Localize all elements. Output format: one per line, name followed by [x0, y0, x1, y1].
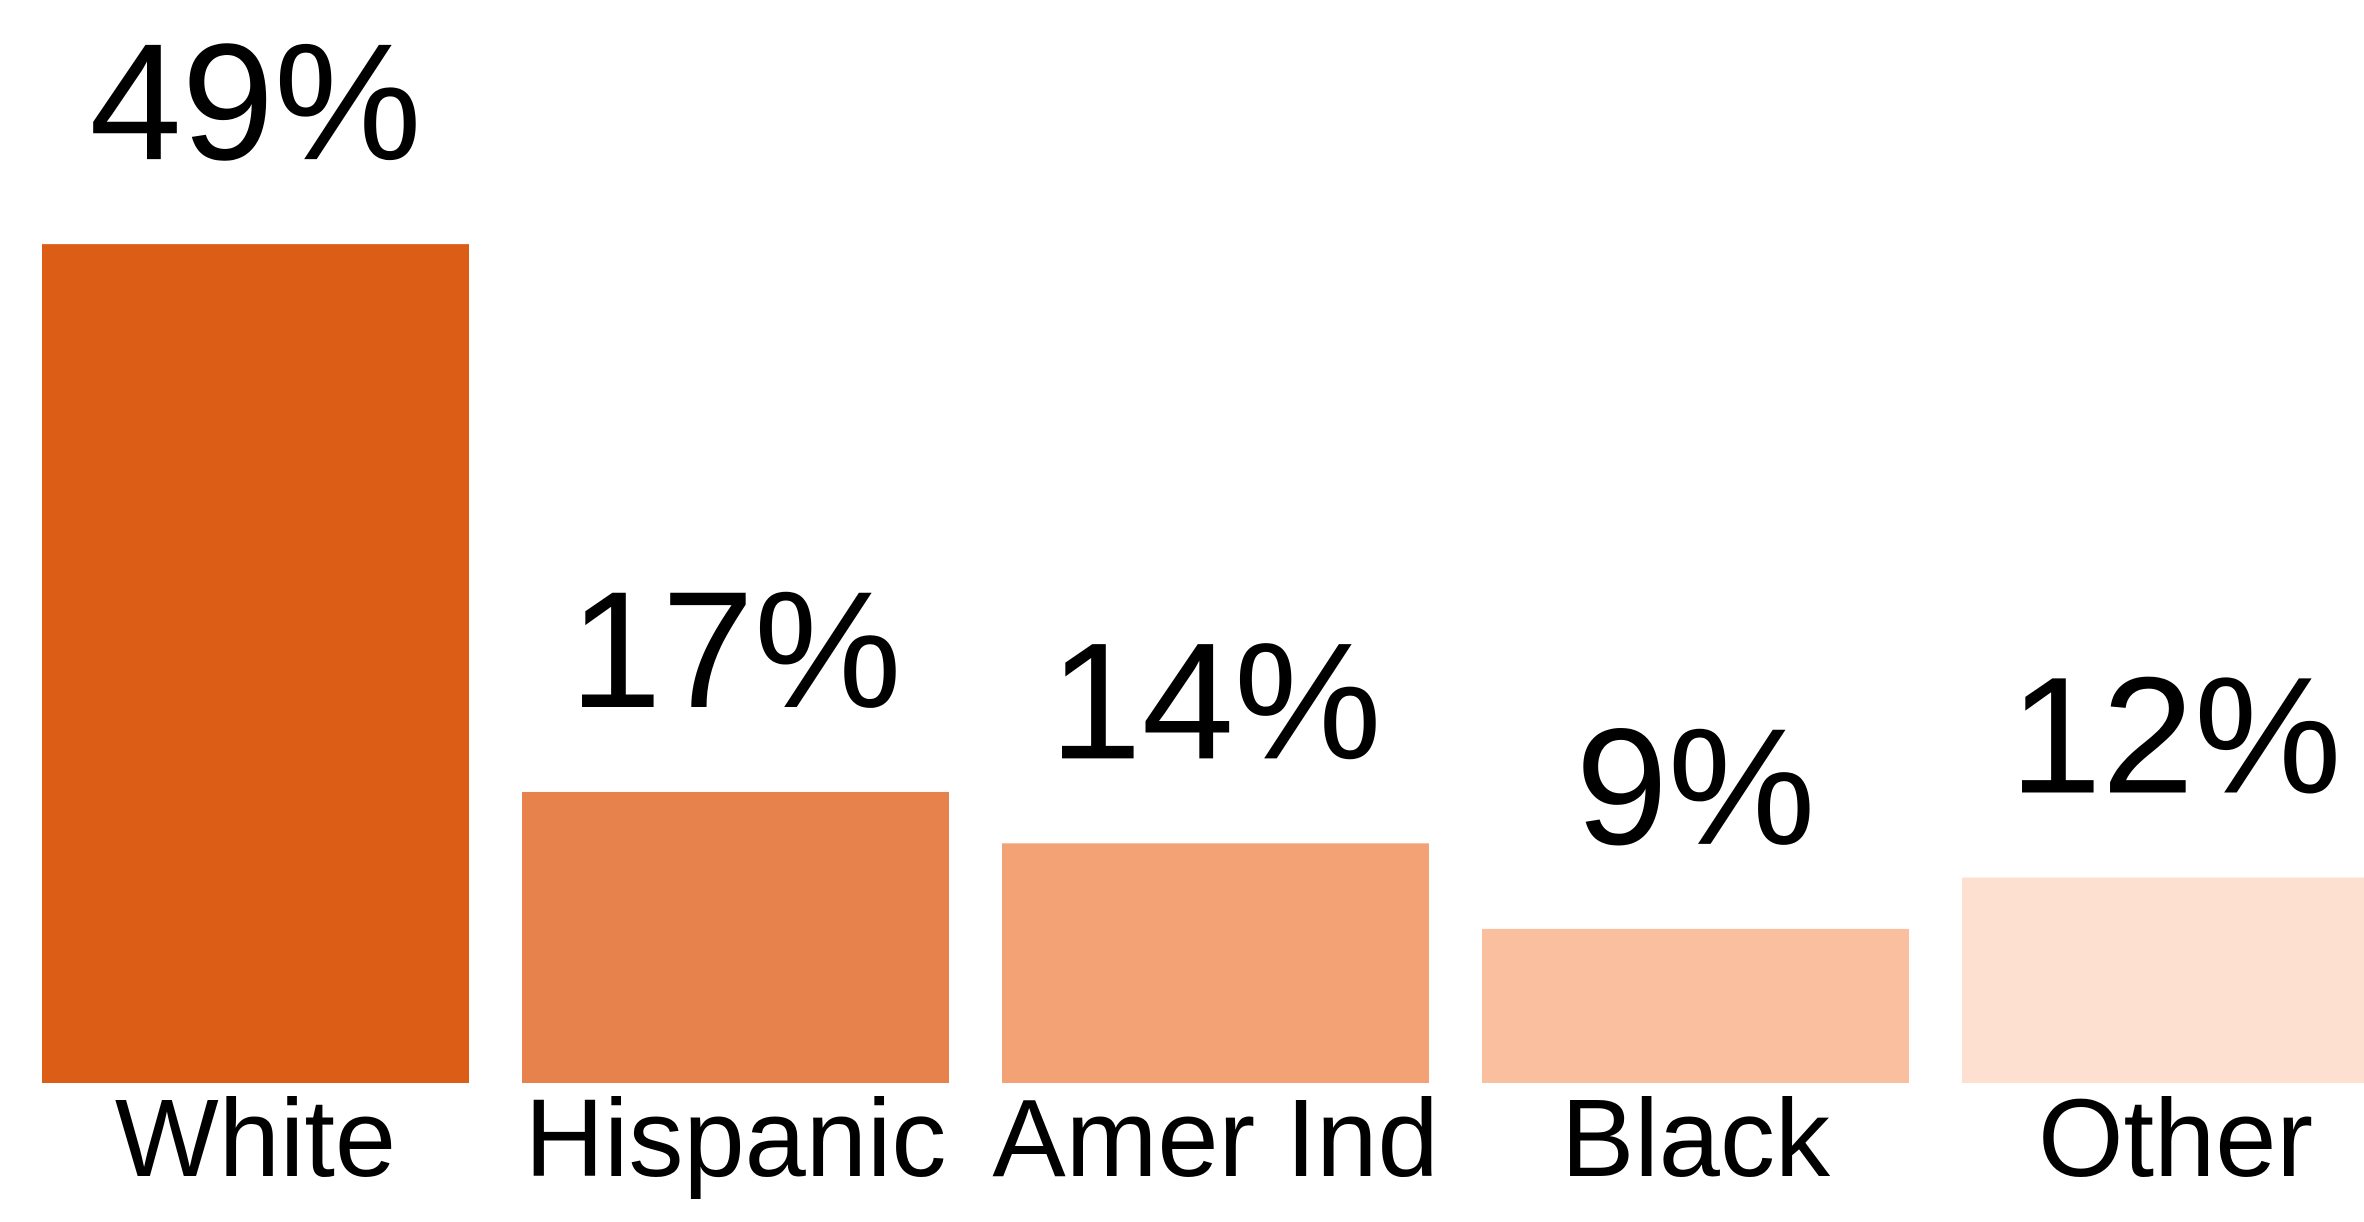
- category-label: White: [115, 1077, 396, 1200]
- value-label: 12%: [2009, 644, 2341, 829]
- bar: [42, 244, 469, 1083]
- bar: [1962, 877, 2364, 1083]
- bar: [522, 791, 949, 1083]
- value-label: 14%: [1049, 609, 1381, 794]
- bar: [1482, 928, 1909, 1083]
- category-label: Other: [2038, 1077, 2313, 1200]
- category-label: Black: [1561, 1077, 1831, 1200]
- value-label: 49%: [89, 10, 421, 195]
- category-label: Hispanic: [525, 1077, 947, 1200]
- bar: [1002, 843, 1429, 1083]
- category-label: Amer Ind: [992, 1077, 1438, 1200]
- value-label: 17%: [569, 558, 901, 743]
- value-label: 9%: [1576, 695, 1816, 880]
